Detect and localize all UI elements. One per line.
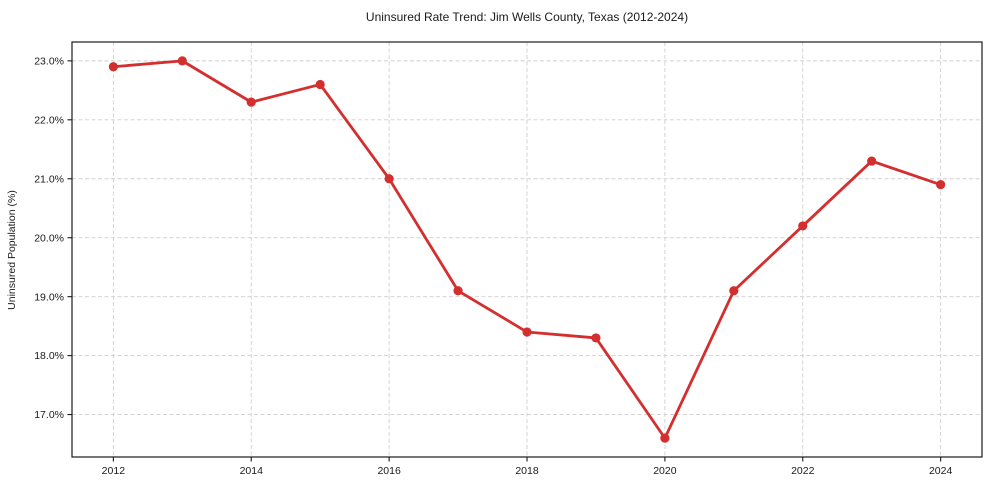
data-point [384, 174, 394, 184]
data-point [660, 433, 670, 443]
x-tick-label: 2024 [929, 465, 953, 477]
x-tick-label: 2018 [515, 465, 539, 477]
plot-frame [71, 41, 983, 458]
plot-border [71, 41, 983, 458]
data-point [177, 56, 187, 66]
y-tick-label: 18.0% [34, 350, 64, 362]
chart-title: Uninsured Rate Trend: Jim Wells County, … [366, 10, 688, 24]
data-point [591, 333, 601, 343]
x-tick-label: 2022 [791, 465, 815, 477]
data-point [522, 327, 532, 337]
data-point [108, 62, 118, 72]
data-point [936, 180, 946, 190]
x-tick-label: 2012 [102, 465, 126, 477]
y-tick-label: 19.0% [34, 291, 64, 303]
data-point [798, 221, 808, 231]
gridlines [72, 42, 982, 457]
axis-ticks: 2012 2014 2016 2018 2020 2022 2024 17.0% 18.0% 19… [34, 55, 952, 477]
y-tick-label: 22.0% [34, 114, 64, 126]
y-tick-label: 21.0% [34, 173, 64, 185]
data-point [246, 97, 256, 107]
data-point [729, 286, 739, 296]
y-tick-label: 23.0% [34, 55, 64, 67]
data-series [108, 56, 946, 443]
data-point [453, 286, 463, 296]
data-point [867, 156, 877, 166]
x-tick-label: 2016 [377, 465, 401, 477]
y-tick-label: 17.0% [34, 409, 64, 421]
data-point [315, 79, 325, 90]
x-tick-label: 2020 [653, 465, 677, 477]
y-tick-label: 20.0% [34, 232, 64, 244]
y-axis-label: Uninsured Population (%) [6, 190, 18, 310]
x-tick-label: 2014 [240, 465, 264, 477]
